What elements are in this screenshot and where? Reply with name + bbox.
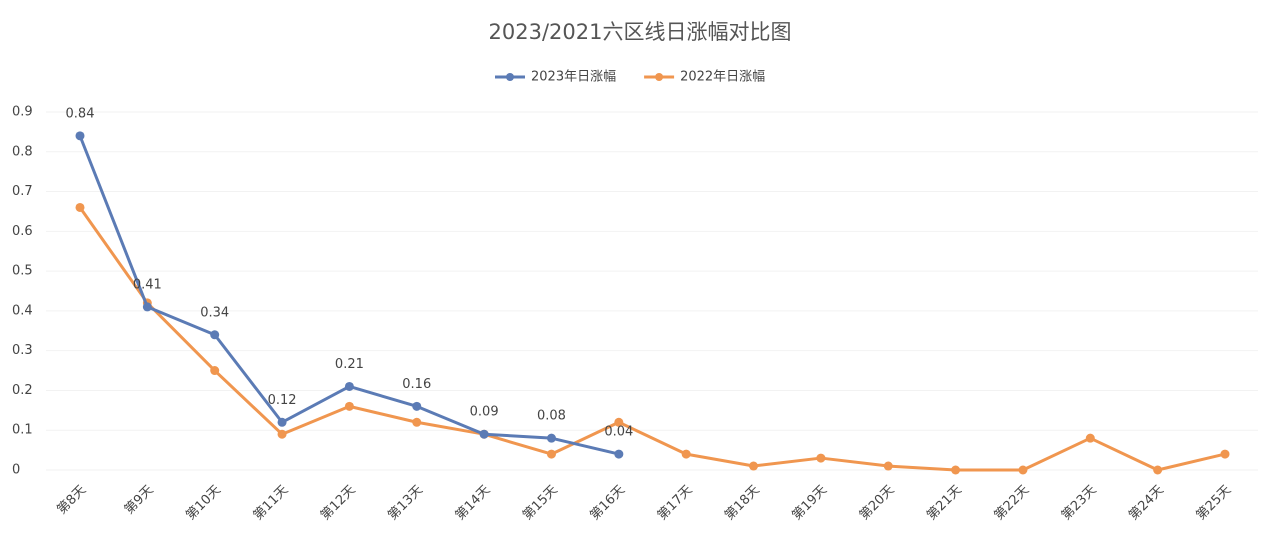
point (1153, 465, 1163, 475)
series-line (78, 206, 1226, 472)
y-tick-label: 0.6 (12, 224, 33, 239)
data-label: 0.41 (133, 277, 162, 292)
y-tick-label: 0.1 (12, 423, 33, 438)
point (749, 461, 759, 471)
point (75, 131, 85, 141)
point (546, 449, 556, 459)
point (344, 401, 354, 411)
point (883, 461, 893, 471)
point (277, 429, 287, 439)
y-tick-label: 0.2 (12, 383, 33, 398)
point (277, 417, 287, 427)
point (816, 453, 826, 463)
y-tick-label: 0.7 (12, 184, 33, 199)
point (344, 381, 354, 391)
legend-label: 2022年日涨幅 (680, 70, 765, 85)
point (614, 417, 624, 427)
y-tick-label: 0.5 (12, 264, 33, 279)
data-label: 0.16 (402, 377, 431, 392)
legend-marker (655, 73, 664, 81)
chart-title: 2023/2021六区线日涨幅对比图 (489, 20, 792, 44)
y-tick-label: 0.4 (12, 303, 33, 318)
legend-label: 2023年日涨幅 (531, 70, 616, 85)
point (951, 465, 961, 475)
data-label: 0.12 (268, 393, 297, 408)
data-label: 0.09 (470, 405, 499, 420)
point (142, 302, 152, 312)
point (1085, 433, 1095, 443)
y-tick-label: 0 (12, 463, 20, 478)
data-label: 0.08 (537, 409, 566, 424)
data-label: 0.34 (200, 305, 229, 320)
y-tick-label: 0.3 (12, 343, 33, 358)
point (412, 401, 422, 411)
point (1018, 465, 1028, 475)
point (479, 429, 489, 439)
data-label: 0.84 (66, 106, 95, 121)
data-label: 0.04 (604, 425, 633, 440)
legend-marker (506, 73, 514, 81)
point (412, 417, 422, 427)
y-tick-label: 0.8 (12, 144, 33, 159)
data-label: 0.21 (335, 357, 364, 372)
point (210, 366, 220, 376)
point (546, 433, 556, 443)
point (614, 449, 624, 459)
point (681, 449, 691, 459)
point (75, 202, 85, 212)
point (1220, 449, 1230, 459)
y-tick-label: 0.9 (12, 105, 33, 120)
point (210, 330, 220, 340)
